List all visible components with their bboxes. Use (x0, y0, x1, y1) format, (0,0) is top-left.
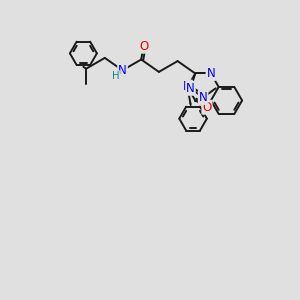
Text: N: N (183, 80, 192, 94)
Text: N: N (199, 91, 208, 104)
Text: N: N (206, 67, 215, 80)
Text: N: N (186, 82, 195, 95)
Text: H: H (112, 71, 120, 81)
Text: O: O (202, 101, 211, 114)
Text: N: N (118, 64, 127, 77)
Text: O: O (139, 40, 148, 53)
